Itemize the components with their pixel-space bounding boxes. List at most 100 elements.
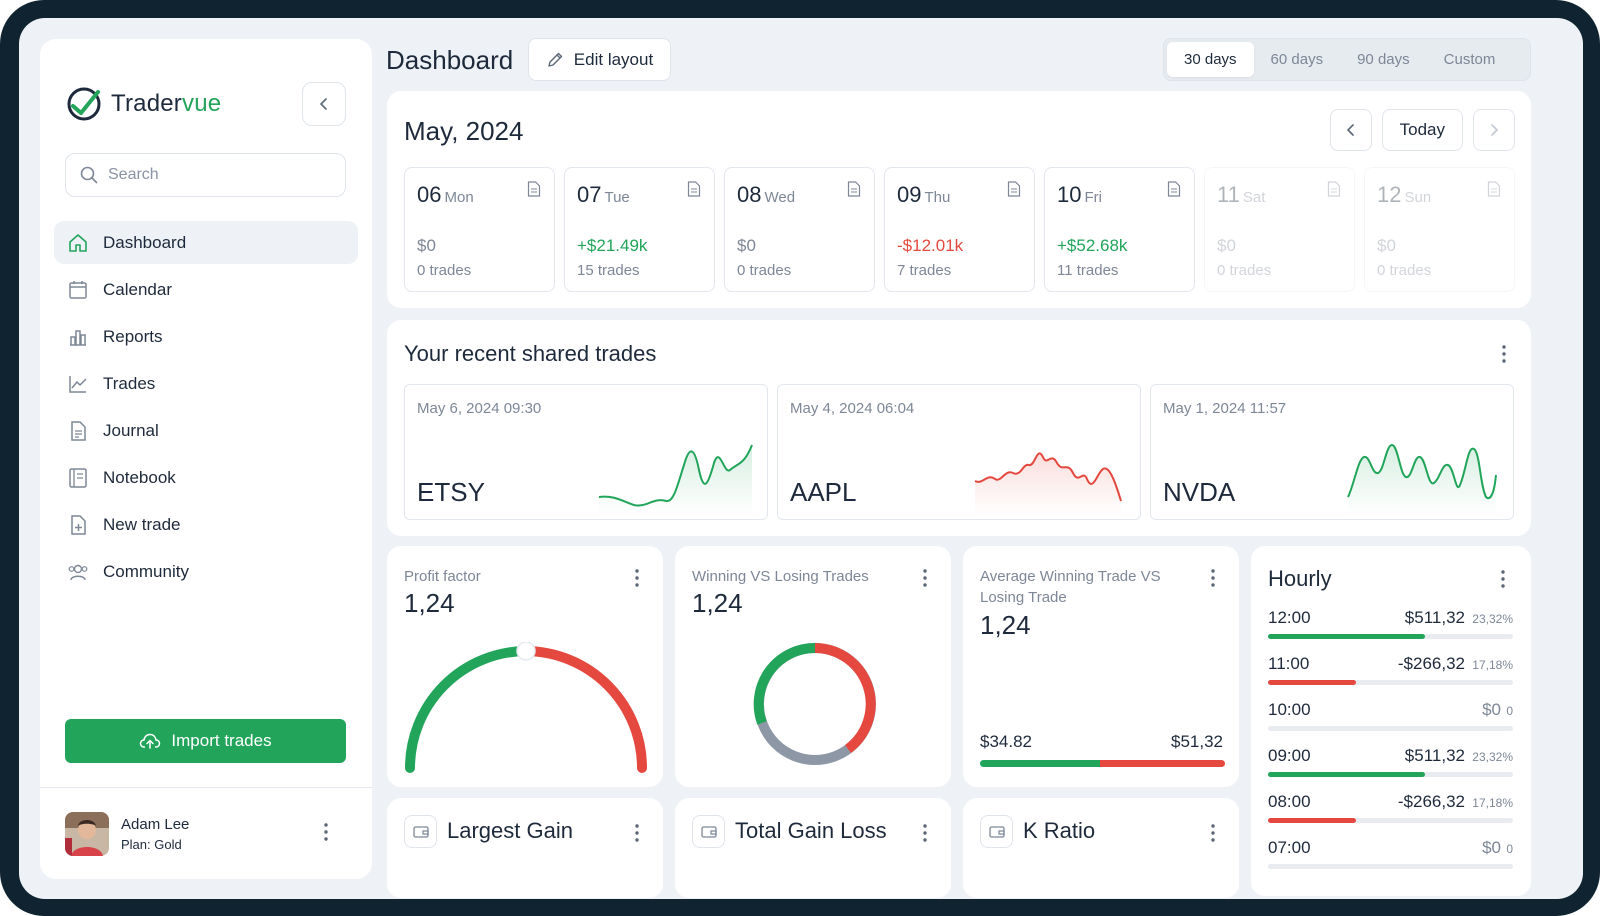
collapse-sidebar-button[interactable] bbox=[302, 82, 346, 126]
sidebar-item-reports[interactable]: Reports bbox=[54, 315, 358, 358]
import-trades-label: Import trades bbox=[171, 731, 272, 750]
trade-symbol: ETSY bbox=[417, 477, 485, 507]
card-title: K Ratio bbox=[1023, 818, 1096, 843]
shared-trade-tile[interactable]: May 6, 2024 09:30 ETSY bbox=[404, 384, 768, 520]
sidebar-item-label: Calendar bbox=[103, 279, 172, 299]
user-profile[interactable]: Adam Lee Plan: Gold bbox=[40, 787, 372, 879]
more-vertical-icon[interactable] bbox=[634, 823, 640, 843]
sidebar-item-notebook[interactable]: Notebook bbox=[54, 456, 358, 499]
tab-custom[interactable]: Custom bbox=[1443, 51, 1496, 68]
day-pnl: $0 bbox=[737, 236, 756, 255]
hour-progress-track bbox=[1268, 864, 1513, 869]
tab-30-days[interactable]: 30 days bbox=[1167, 42, 1254, 77]
avg-winning-value: $34.82 bbox=[980, 732, 1032, 751]
user-plan: Plan: Gold bbox=[121, 836, 182, 852]
sidebar-item-trades[interactable]: Trades bbox=[54, 362, 358, 405]
more-vertical-icon[interactable] bbox=[323, 822, 329, 842]
sidebar-item-community[interactable]: Community bbox=[54, 550, 358, 593]
search-box[interactable] bbox=[65, 153, 346, 197]
hour-progress-track bbox=[1268, 680, 1513, 685]
chevron-left-icon bbox=[1346, 124, 1354, 136]
trade-symbol: NVDA bbox=[1163, 477, 1236, 507]
edit-layout-button[interactable]: Edit layout bbox=[528, 38, 671, 81]
day-trade-count: 0 trades bbox=[737, 262, 792, 279]
day-name: Sat bbox=[1242, 189, 1266, 206]
note-icon[interactable] bbox=[1167, 181, 1181, 197]
brand-logo[interactable]: Tradervue bbox=[65, 85, 221, 123]
home-icon bbox=[69, 233, 87, 252]
sidebar-item-journal[interactable]: Journal bbox=[54, 409, 358, 452]
more-vertical-icon[interactable] bbox=[922, 568, 928, 588]
calendar-day[interactable]: 10 Fri +$52.68k 11 trades bbox=[1044, 167, 1195, 292]
calendar-days: 06 Mon $0 0 trades 07 Tue +$21.49k 15 trad… bbox=[404, 167, 1515, 292]
calendar-day[interactable]: 12 Sun $0 0 trades bbox=[1364, 167, 1515, 292]
next-week-button[interactable] bbox=[1473, 109, 1515, 151]
hour-progress-fill bbox=[1268, 818, 1357, 823]
hour-amount: -$266,32 bbox=[1397, 792, 1465, 811]
today-button[interactable]: Today bbox=[1381, 109, 1463, 151]
shared-trade-tile[interactable]: May 1, 2024 11:57 NVDA bbox=[1150, 384, 1514, 520]
more-vertical-icon[interactable] bbox=[1501, 344, 1507, 364]
day-pnl: $0 bbox=[1217, 236, 1236, 255]
calendar-day[interactable]: 09 Thu -$12.01k 7 trades bbox=[884, 167, 1035, 292]
day-number: 10 bbox=[1057, 182, 1082, 207]
hour-percent: 17,18% bbox=[1472, 658, 1513, 672]
card-title: Largest Gain bbox=[447, 818, 573, 843]
day-trade-count: 0 trades bbox=[1217, 262, 1272, 279]
sidebar-item-label: Community bbox=[103, 561, 189, 581]
more-vertical-icon[interactable] bbox=[1210, 823, 1216, 843]
hour-label: 07:00 bbox=[1268, 838, 1311, 857]
more-vertical-icon[interactable] bbox=[1210, 568, 1216, 588]
search-input[interactable] bbox=[108, 166, 328, 184]
note-icon[interactable] bbox=[1327, 181, 1341, 197]
k-ratio-card: K Ratio bbox=[963, 798, 1239, 898]
note-icon[interactable] bbox=[847, 181, 861, 197]
calendar-day[interactable]: 11 Sat $0 0 trades bbox=[1204, 167, 1355, 292]
avg-win-loss-bar bbox=[980, 760, 1225, 767]
calendar-day[interactable]: 08 Wed $0 0 trades bbox=[724, 167, 875, 292]
sidebar-item-calendar[interactable]: Calendar bbox=[54, 268, 358, 311]
tradervue-logo-icon bbox=[67, 87, 101, 121]
hour-percent: 17,18% bbox=[1472, 796, 1513, 810]
document-icon bbox=[71, 420, 86, 441]
hour-progress-track bbox=[1268, 726, 1513, 731]
profit-factor-gauge bbox=[405, 642, 647, 773]
tab-90-days[interactable]: 90 days bbox=[1357, 51, 1410, 68]
more-vertical-icon[interactable] bbox=[922, 823, 928, 843]
hour-progress-fill bbox=[1268, 772, 1425, 777]
hour-progress-track bbox=[1268, 634, 1513, 639]
calendar-week-card: May, 2024 Today 06 Mon $0 0 trades 07 Tue … bbox=[387, 91, 1531, 308]
sidebar-item-label: Reports bbox=[103, 326, 163, 346]
card-title: Total Gain Loss bbox=[735, 818, 887, 843]
import-trades-button[interactable]: Import trades bbox=[65, 719, 346, 763]
avatar bbox=[65, 811, 109, 856]
day-name: Mon bbox=[444, 189, 474, 206]
hour-progress-track bbox=[1268, 772, 1513, 777]
day-trade-count: 0 trades bbox=[1377, 262, 1432, 279]
note-icon[interactable] bbox=[1007, 181, 1021, 197]
note-icon[interactable] bbox=[687, 181, 701, 197]
more-vertical-icon[interactable] bbox=[1500, 569, 1506, 589]
search-icon bbox=[80, 166, 98, 184]
calendar-day[interactable]: 07 Tue +$21.49k 15 trades bbox=[564, 167, 715, 292]
hourly-row: 12:00 $511,32 23,32% bbox=[1268, 608, 1513, 654]
trade-date: May 6, 2024 09:30 bbox=[417, 400, 542, 417]
note-icon[interactable] bbox=[1487, 181, 1501, 197]
hour-amount: $511,32 bbox=[1404, 608, 1465, 627]
sidebar-item-new-trade[interactable]: New trade bbox=[54, 503, 358, 546]
hour-percent: 0 bbox=[1506, 842, 1513, 856]
day-pnl: $0 bbox=[1377, 236, 1396, 255]
sidebar-item-dashboard[interactable]: Dashboard bbox=[54, 221, 358, 264]
more-vertical-icon[interactable] bbox=[634, 568, 640, 588]
wallet-icon bbox=[980, 815, 1013, 848]
previous-week-button[interactable] bbox=[1329, 109, 1372, 151]
pencil-icon bbox=[548, 52, 562, 67]
tab-60-days[interactable]: 60 days bbox=[1270, 51, 1324, 68]
calendar-day[interactable]: 06 Mon $0 0 trades bbox=[404, 167, 555, 292]
hour-percent: 23,32% bbox=[1472, 750, 1513, 764]
hour-label: 08:00 bbox=[1268, 792, 1311, 811]
note-icon[interactable] bbox=[527, 181, 541, 197]
shared-trade-tile[interactable]: May 4, 2024 06:04 AAPL bbox=[777, 384, 1141, 520]
hour-amount: $511,32 bbox=[1404, 746, 1465, 765]
